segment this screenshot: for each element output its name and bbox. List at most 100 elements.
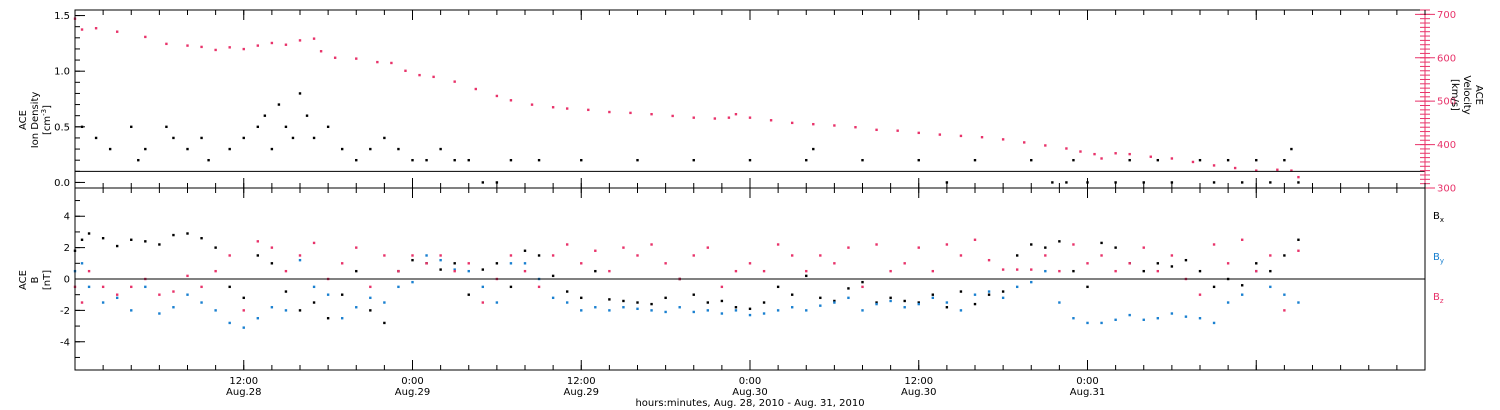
bz-point-42	[650, 243, 653, 246]
by-point-13	[242, 326, 245, 329]
bz-point-45	[692, 254, 695, 257]
time-tick-label-4: 0:00	[739, 376, 761, 387]
bx-point-78	[1156, 262, 1160, 265]
velocity-point-33	[629, 111, 632, 115]
date-tick-label-6: Aug.31	[1070, 387, 1105, 398]
bx-point-54	[819, 296, 822, 300]
bx-point-18	[312, 301, 316, 304]
bx-point-47	[720, 299, 724, 303]
by-point-32	[509, 262, 513, 265]
bz-point-32	[509, 254, 513, 257]
bz-point-54	[819, 254, 822, 257]
density-point-50	[1072, 158, 1075, 162]
density-point-59	[1226, 158, 1230, 162]
velocity-point-37	[713, 117, 717, 120]
bz-point-36	[565, 243, 569, 246]
bx-point-68	[1015, 254, 1019, 257]
time-axis-label: hours:minutes, Aug. 28, 2010 - Aug. 31, …	[635, 398, 864, 409]
by-point-78	[1156, 317, 1160, 320]
bx-point-23	[383, 321, 386, 325]
bx-point-70	[1044, 246, 1047, 249]
velocity-point-4	[144, 35, 147, 39]
density-point-38	[636, 158, 639, 162]
time-tick-label-3: 12:00	[567, 376, 596, 387]
velocity-point-40	[748, 116, 752, 119]
velocity-point-55	[1065, 147, 1068, 150]
bx-point-46	[706, 301, 710, 304]
by-point-75	[1114, 318, 1117, 321]
density-point-14	[263, 114, 267, 117]
bx-point-87	[1283, 254, 1286, 257]
bz-point-85	[1255, 269, 1258, 273]
time-axis: 12:00Aug.280:00Aug.2912:00Aug.290:00Aug.…	[74, 10, 1426, 398]
bx-point-25	[411, 258, 414, 262]
bx-point-7	[158, 243, 161, 246]
bx-point-72	[1072, 269, 1075, 273]
density-point-47	[1030, 158, 1033, 162]
velocity-tick-label-2: 500	[1437, 97, 1456, 108]
density-label-unit: [cm-3]	[40, 105, 53, 135]
velocity-point-13	[284, 43, 288, 46]
time-tick-label-2: 0:00	[401, 376, 423, 387]
bz-point-21	[355, 246, 358, 249]
by-point-79	[1170, 312, 1174, 315]
bx-point-41	[636, 301, 639, 304]
by-point-81	[1198, 317, 1202, 320]
by-point-65	[973, 293, 977, 296]
velocity-point-57	[1093, 152, 1096, 156]
bx-point-31	[495, 262, 499, 265]
by-point-4	[115, 296, 119, 300]
density-point-53	[1128, 158, 1131, 162]
density-point-46	[973, 158, 977, 162]
density-tick-label-1: 0.5	[54, 122, 70, 133]
velocity-point-18	[355, 57, 358, 60]
density-point-15	[270, 147, 274, 151]
legend-by: By	[1433, 252, 1444, 265]
density-point-1	[94, 136, 98, 140]
density-point-17	[284, 125, 288, 129]
density-point-54	[1142, 181, 1145, 184]
by-point-69	[1030, 280, 1033, 284]
bz-point-82	[1212, 243, 1216, 246]
density-tick-label-2: 1.0	[54, 67, 70, 78]
by-point-67	[1001, 296, 1005, 300]
by-point-70	[1044, 269, 1047, 273]
velocity-point-41	[769, 119, 773, 122]
density-point-41	[805, 158, 808, 162]
by-point-25	[411, 280, 414, 284]
density-point-22	[326, 125, 330, 129]
time-tick-label-5: 12:00	[904, 376, 933, 387]
density-point-52	[1114, 181, 1117, 184]
density-point-9	[200, 136, 203, 140]
bz-point-11	[214, 269, 217, 273]
velocity-axis-label: ACE Velocity [km/s]	[1449, 75, 1484, 114]
density-point-40	[748, 158, 752, 162]
velocity-point-16	[319, 50, 323, 53]
bz-point-81	[1198, 293, 1202, 296]
bz-point-66	[987, 258, 991, 262]
density-point-21	[312, 136, 316, 140]
time-tick-label-1: 12:00	[229, 376, 258, 387]
by-point-44	[678, 306, 681, 309]
velocity-point-56	[1079, 150, 1082, 153]
bz-point-76	[1128, 262, 1131, 265]
bz-point-25	[411, 254, 414, 257]
bx-point-1	[80, 238, 84, 241]
by-point-26	[425, 254, 428, 257]
bx-point-48	[734, 306, 738, 309]
bz-point-67	[1001, 268, 1005, 271]
density-point-18	[291, 136, 295, 140]
by-point-88	[1297, 301, 1300, 304]
by-point-7	[158, 312, 161, 315]
bx-point-5	[130, 238, 133, 241]
velocity-point-8	[214, 48, 217, 52]
bx-point-59	[889, 296, 892, 300]
by-point-42	[650, 309, 653, 312]
bz-point-87	[1283, 309, 1286, 312]
velocity-point-46	[875, 128, 878, 132]
bz-point-57	[861, 285, 864, 289]
bx-point-66	[987, 293, 991, 296]
by-point-37	[580, 309, 583, 312]
by-point-80	[1184, 315, 1188, 318]
density-point-3	[130, 125, 133, 129]
